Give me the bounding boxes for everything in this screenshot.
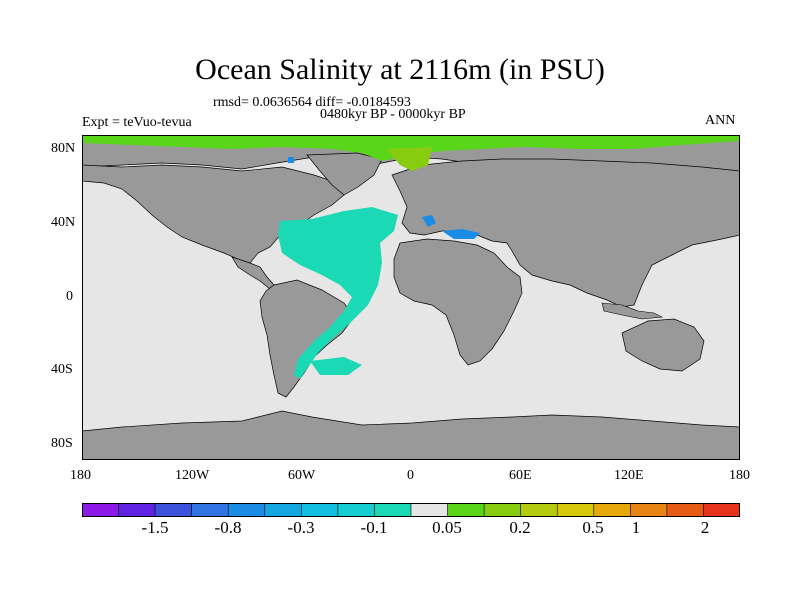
lat-label-0: 0 <box>66 289 73 304</box>
lon-label-60w: 60W <box>288 468 316 483</box>
stats-text: rmsd= 0.0636564 diff= -0.0184593 <box>213 95 411 110</box>
south-america <box>259 279 355 398</box>
mediterranean-negative-anomaly <box>422 215 480 239</box>
colorbar-label-3: -0.3 <box>287 518 315 537</box>
colorbar-box <box>703 503 740 517</box>
colorbar-box <box>556 503 595 517</box>
greenland <box>306 152 383 196</box>
southern-atlantic-patch <box>310 357 362 375</box>
atlantic-negative-anomaly <box>278 207 398 379</box>
lon-label-180w: 180 <box>70 468 91 483</box>
lat-label-40s: 40S <box>51 362 73 377</box>
map-frame <box>82 135 740 460</box>
colorbar-box <box>227 503 266 517</box>
colorbar-box <box>520 503 559 517</box>
lon-label-180e: 180 <box>729 468 750 483</box>
colorbar-label-4: -0.1 <box>360 518 388 537</box>
australia <box>621 318 705 372</box>
colorbar-label-8: 1 <box>631 518 641 537</box>
lat-label-40n: 40N <box>51 215 76 230</box>
arctic-small-blue-patch <box>288 157 294 163</box>
colorbar-box <box>191 503 230 517</box>
colorbar-label-5: 0.05 <box>432 518 462 537</box>
colorbar-box <box>630 503 668 517</box>
colorbar <box>82 503 740 517</box>
north-america <box>82 164 345 264</box>
colorbar-label-2: -0.8 <box>214 518 242 537</box>
experiment-label: Expt = teVuo-tevua <box>82 115 192 130</box>
eurasia <box>391 158 740 308</box>
colorbar-box <box>593 503 632 517</box>
barents-positive-anomaly <box>387 147 432 171</box>
colorbar-label-7: 0.5 <box>582 518 604 537</box>
colorbar-box <box>483 503 522 517</box>
season-label: ANN <box>705 113 736 128</box>
lon-label-120w: 120W <box>175 468 210 483</box>
colorbar-box <box>264 503 303 517</box>
colorbar-boxes <box>82 503 740 517</box>
colorbar-box <box>447 503 485 517</box>
antarctica <box>82 410 740 460</box>
indonesia <box>601 302 664 320</box>
lat-label-80s: 80S <box>51 436 73 451</box>
colorbar-label-1: -1.5 <box>141 518 169 537</box>
colorbar-label-9: 2 <box>700 518 710 537</box>
colorbar-box <box>118 503 156 517</box>
lat-label-80n: 80N <box>51 141 76 156</box>
world-map <box>82 135 740 460</box>
colorbar-box <box>410 503 449 517</box>
colorbar-box <box>154 503 193 517</box>
colorbar-label-6: 0.2 <box>509 518 531 537</box>
colorbar-box <box>82 503 120 517</box>
colorbar-box <box>301 503 339 517</box>
lon-label-60e: 60E <box>509 468 532 483</box>
map-title: Ocean Salinity at 2116m (in PSU) <box>195 53 605 86</box>
colorbar-box <box>666 503 705 517</box>
lon-label-0: 0 <box>407 468 414 483</box>
colorbar-box <box>374 503 412 517</box>
africa <box>393 238 523 366</box>
period-text: 0480kyr BP - 0000kyr BP <box>320 107 466 122</box>
colorbar-box <box>337 503 376 517</box>
lon-label-120e: 120E <box>614 468 644 483</box>
